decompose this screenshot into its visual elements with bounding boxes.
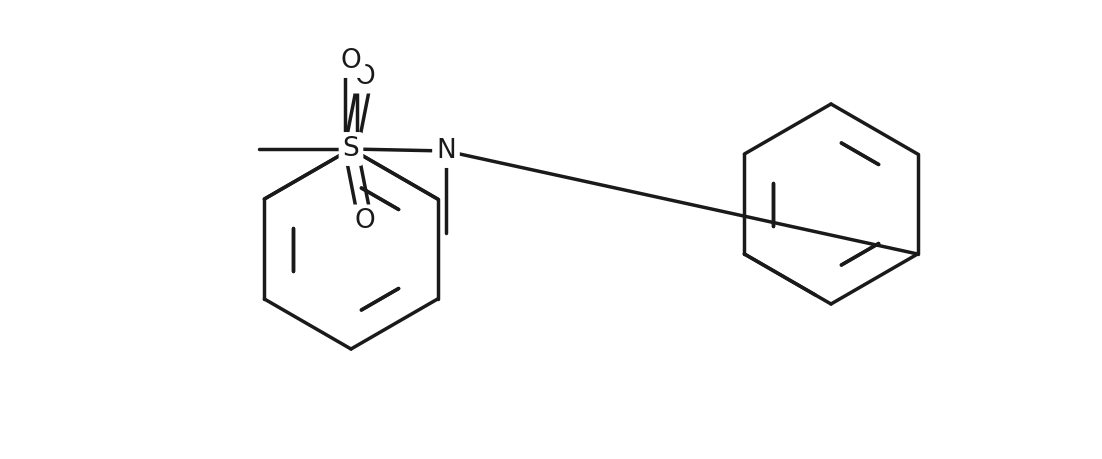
Text: O: O — [355, 208, 376, 235]
Text: O: O — [341, 48, 361, 74]
Text: N: N — [436, 138, 456, 164]
Text: O: O — [355, 63, 376, 90]
Text: S: S — [343, 136, 359, 162]
